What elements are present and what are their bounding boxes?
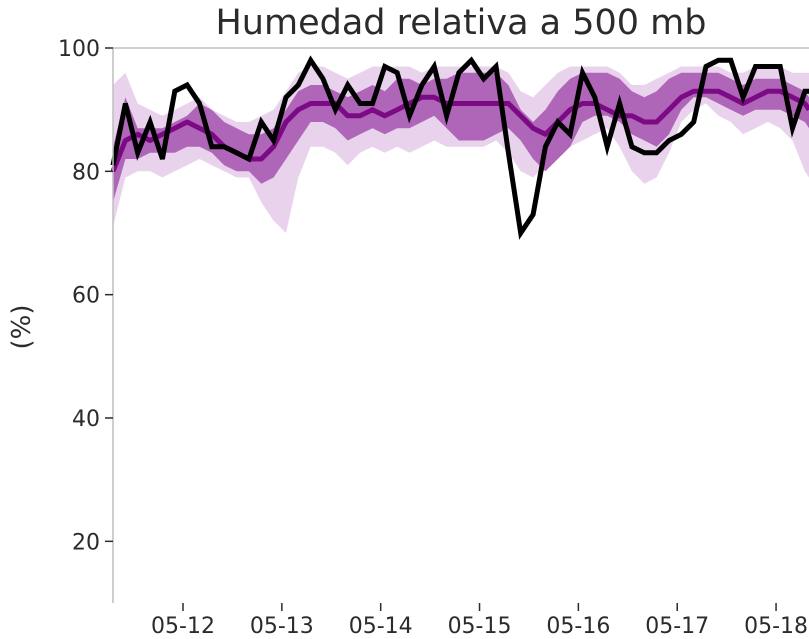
y-tick-label: 20 bbox=[72, 530, 100, 555]
x-tick-label: 05-18 bbox=[744, 614, 808, 639]
tick-labels: 20 40 60 80 100 05-12 05-13 05-14 05-15 05-16 05-1… bbox=[58, 37, 808, 639]
observed-line bbox=[110, 55, 809, 240]
y-tick-label: 60 bbox=[72, 284, 100, 309]
y-tick-label: 80 bbox=[72, 160, 100, 185]
x-tick-label: 05-13 bbox=[250, 614, 314, 639]
y-axis-label: (%) bbox=[7, 305, 37, 350]
axes bbox=[112, 47, 809, 603]
series-lines bbox=[110, 55, 809, 240]
y-tick-label: 100 bbox=[58, 37, 100, 62]
ensemble-bands bbox=[113, 66, 809, 233]
x-tick-label: 05-14 bbox=[349, 614, 413, 639]
x-tick-label: 05-16 bbox=[546, 614, 610, 639]
chart-title: Humedad relativa a 500 mb bbox=[215, 3, 706, 43]
x-tick-label: 05-12 bbox=[151, 614, 215, 639]
x-tick-label: 05-17 bbox=[645, 614, 709, 639]
y-tick-label: 40 bbox=[72, 407, 100, 432]
inner-spread-band bbox=[113, 72, 809, 203]
x-tick-label: 05-15 bbox=[448, 614, 512, 639]
